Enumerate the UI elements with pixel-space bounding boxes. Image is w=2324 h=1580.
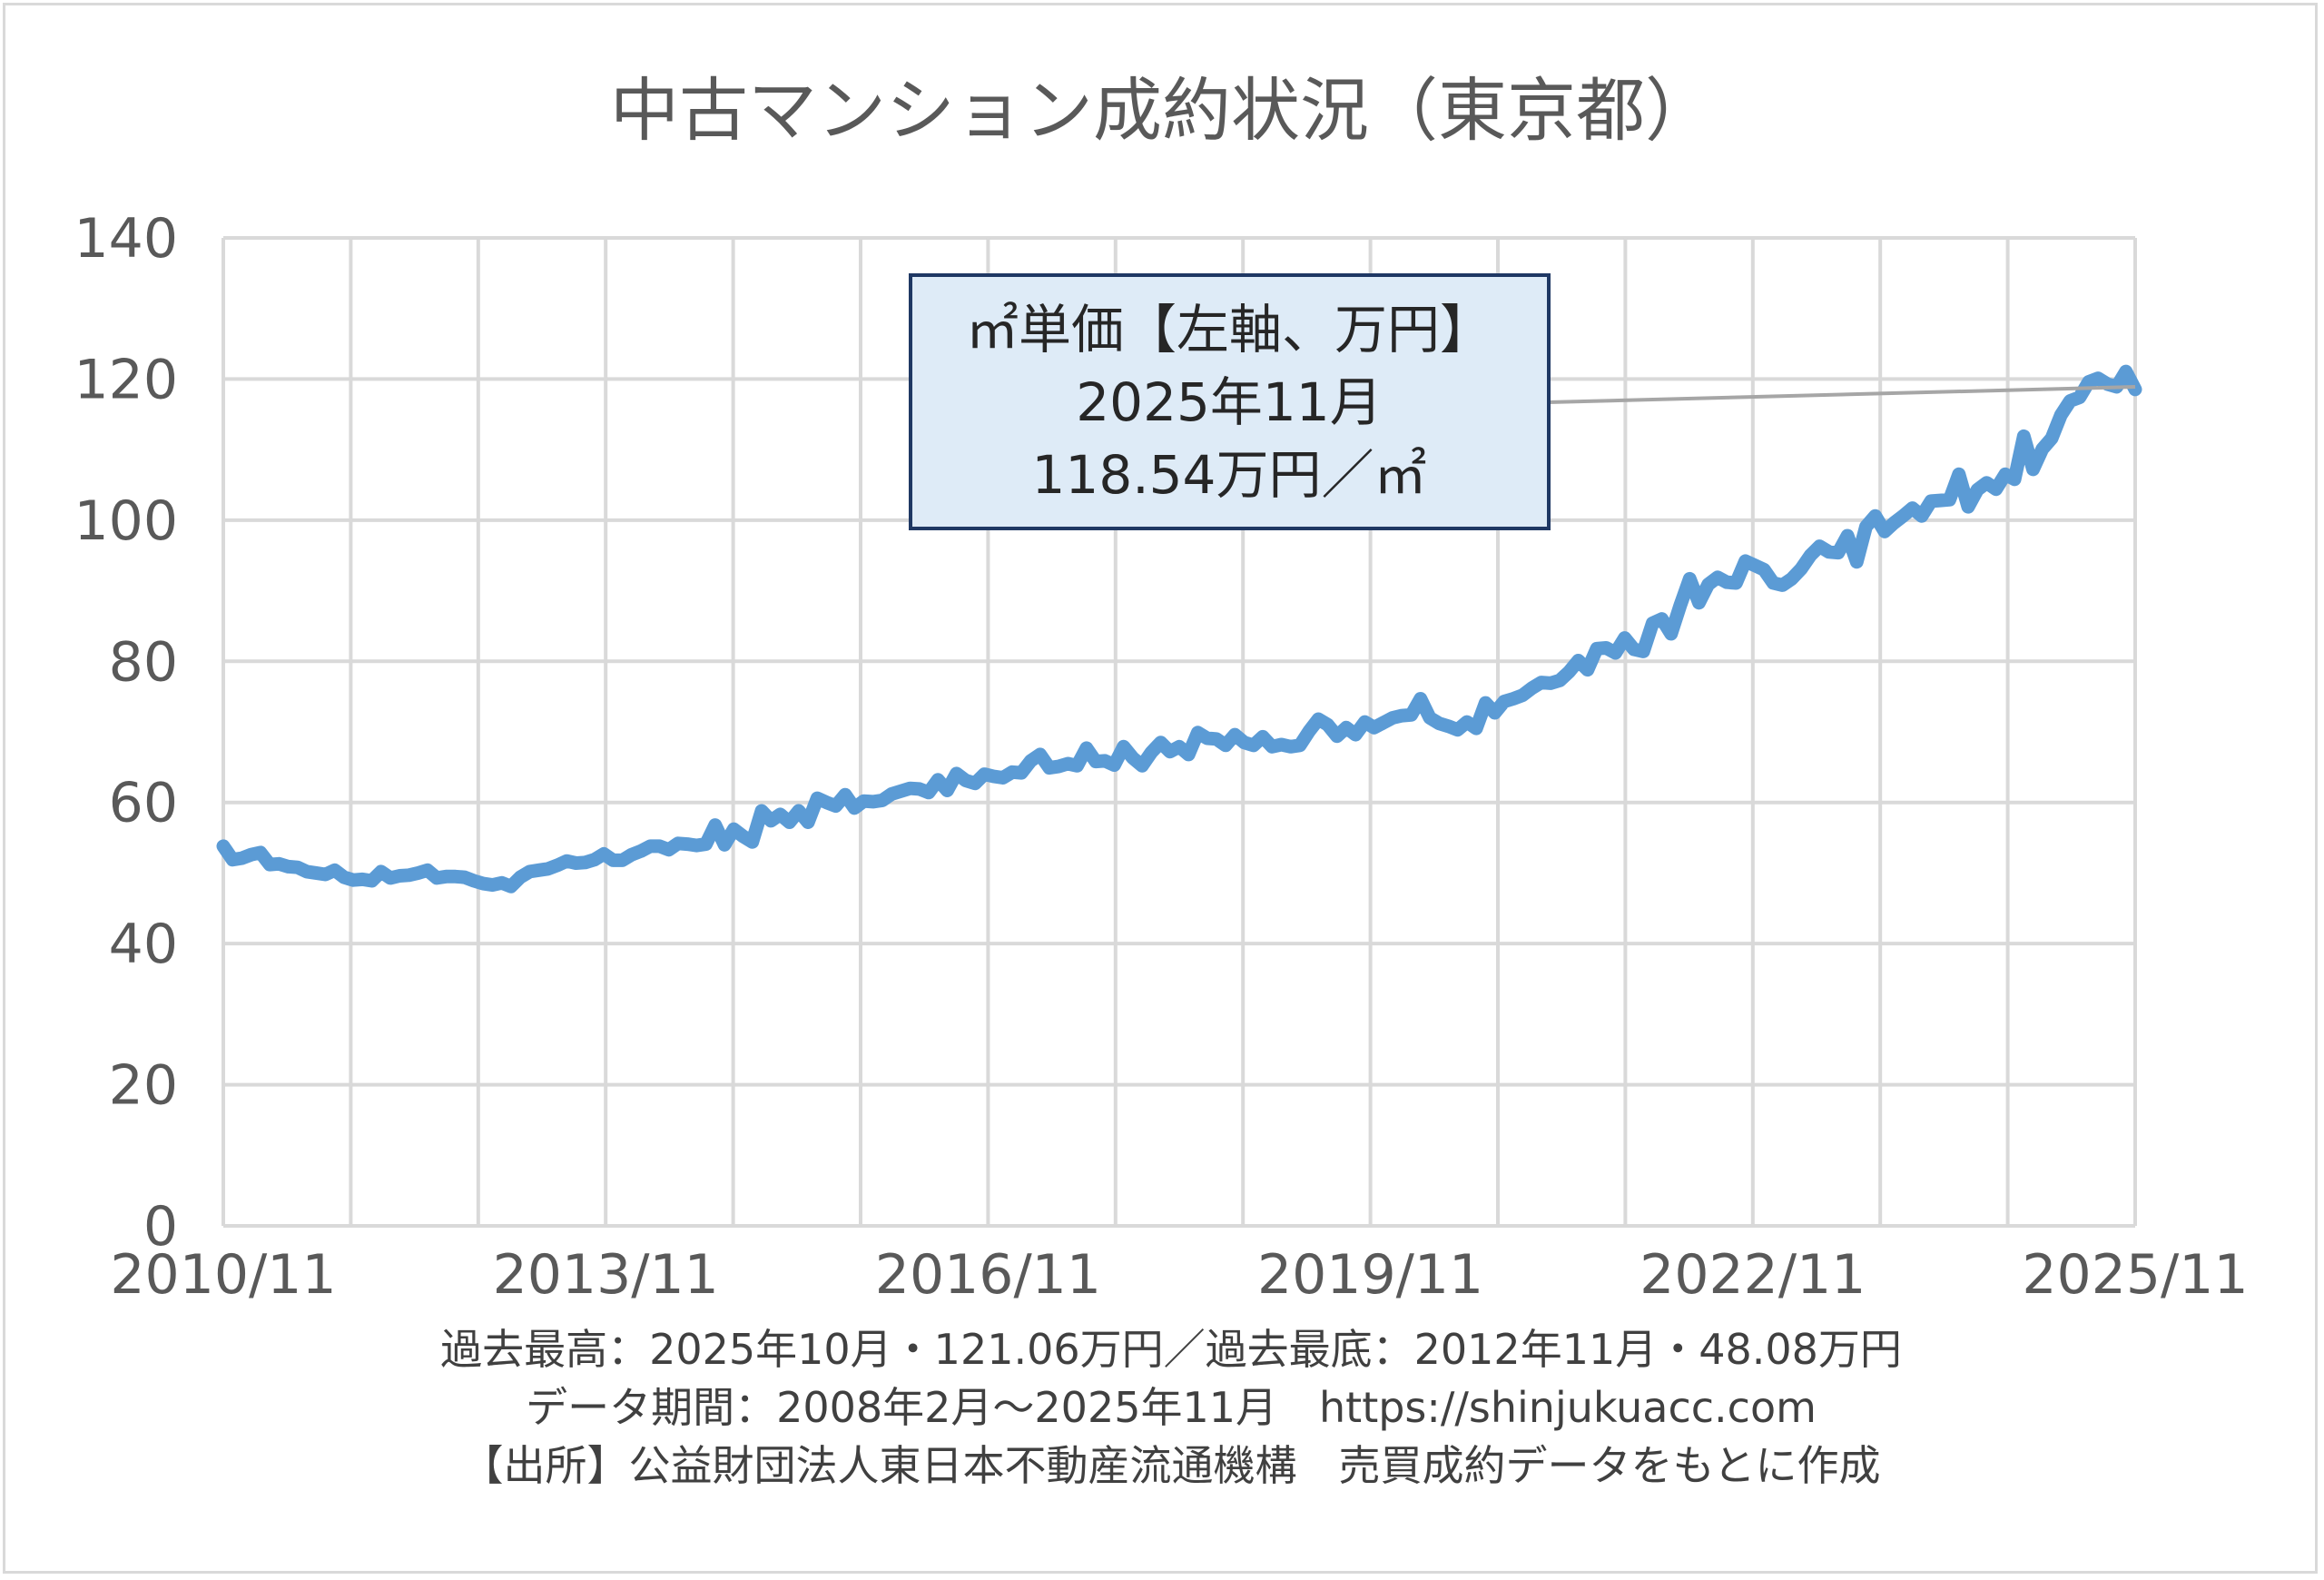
note-source: 【出所】公益財団法人東日本不動産流通機構 売買成約データをもとに作成 bbox=[461, 1441, 1880, 1490]
y-tick-label: 80 bbox=[109, 630, 178, 694]
y-tick-label: 140 bbox=[74, 207, 178, 271]
y-axis-ticks: 0 20 40 60 80 100 120 140 bbox=[74, 207, 178, 1259]
callout-line-3: 118.54万円／㎡ bbox=[1032, 444, 1427, 506]
chart-title: 中古マンション成約状況（東京都） bbox=[610, 70, 1714, 151]
grid bbox=[222, 236, 2137, 1228]
x-tick-label: 2022/11 bbox=[1640, 1243, 1866, 1307]
x-tick-label: 2013/11 bbox=[493, 1243, 719, 1307]
callout-line-1: ㎡単価【左軸、万円】 bbox=[966, 299, 1492, 360]
x-axis-ticks: 2010/11 2013/11 2016/11 2019/11 2022/11 2025/… bbox=[110, 1243, 2248, 1307]
chart-frame bbox=[3, 3, 2318, 1574]
callout-line-2: 2025年11月 bbox=[1076, 371, 1382, 433]
x-tick-label: 2010/11 bbox=[110, 1243, 336, 1307]
y-tick-label: 40 bbox=[109, 913, 178, 976]
series-line bbox=[216, 364, 2142, 894]
note-data-period: データ期間：2008年2月～2025年11月 https://shinjukua… bbox=[526, 1383, 1817, 1432]
x-tick-label: 2016/11 bbox=[875, 1243, 1101, 1307]
y-tick-label: 120 bbox=[74, 348, 178, 411]
note-record-high-low: 過去最高：2025年10月・121.06万円／過去最底：2012年11月・48.… bbox=[440, 1325, 1902, 1374]
series-group bbox=[216, 364, 2142, 894]
y-tick-label: 60 bbox=[109, 772, 178, 835]
y-tick-label: 100 bbox=[74, 489, 178, 553]
y-tick-label: 0 bbox=[143, 1195, 178, 1259]
x-tick-label: 2019/11 bbox=[1257, 1243, 1483, 1307]
y-tick-label: 20 bbox=[109, 1054, 178, 1118]
callout-box bbox=[909, 273, 1551, 530]
x-tick-label: 2025/11 bbox=[2022, 1243, 2248, 1307]
callout-leader-line bbox=[1548, 385, 2136, 404]
